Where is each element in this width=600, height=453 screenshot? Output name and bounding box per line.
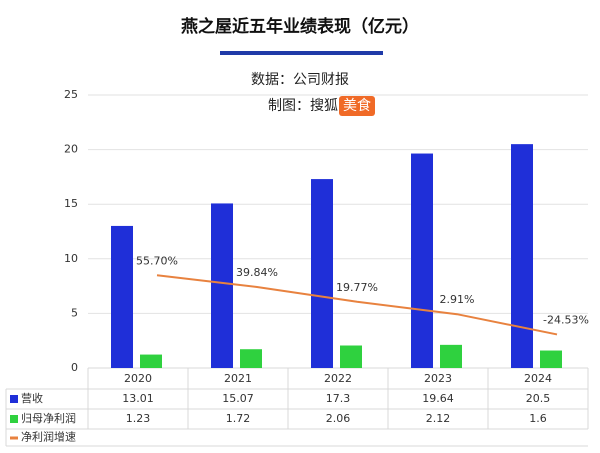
legend-label: 营收 [21, 391, 43, 405]
x-tick-label: 2023 [424, 372, 452, 385]
bar [411, 153, 433, 368]
bar [440, 344, 462, 368]
legend-swatch [10, 415, 18, 423]
y-tick-label: 15 [64, 197, 78, 210]
legend-swatch [10, 436, 18, 440]
bar [240, 349, 262, 368]
table-cell: 2.06 [326, 412, 351, 425]
credit: 制图：搜狐 [268, 98, 338, 114]
legend-swatch [10, 395, 18, 403]
bar [211, 203, 233, 368]
data-label: 2.91% [440, 293, 475, 306]
title-underline [220, 51, 383, 55]
table-cell: 1.6 [529, 412, 547, 425]
bar [340, 345, 362, 368]
table-cell: 17.3 [326, 392, 351, 405]
legend-label: 归母净利润 [21, 411, 76, 425]
x-tick-label: 2020 [124, 372, 152, 385]
bar [511, 144, 533, 368]
table-cell: 20.5 [526, 392, 551, 405]
bar [540, 350, 562, 368]
credit-badge: 美食 [343, 97, 371, 114]
data-label: 55.70% [136, 254, 178, 267]
y-tick-label: 0 [71, 361, 78, 374]
y-tick-label: 10 [64, 252, 78, 265]
table-cell: 1.72 [226, 412, 251, 425]
credit-badge-bg [339, 96, 375, 116]
data-label: -24.53% [543, 313, 589, 326]
x-tick-label: 2024 [524, 372, 552, 385]
y-tick-label: 25 [64, 88, 78, 101]
bar [111, 225, 133, 368]
bar [140, 354, 162, 368]
table-cell: 15.07 [222, 392, 254, 405]
bar [311, 179, 333, 368]
line [156, 274, 558, 336]
data-label: 39.84% [236, 266, 278, 279]
table-cell: 1.23 [126, 412, 151, 425]
legend-label: 净利润增速 [21, 430, 76, 444]
x-tick-label: 2022 [324, 372, 352, 385]
chart-title: 燕之屋近五年业绩表现（亿元） [181, 16, 419, 37]
table-cell: 2.12 [426, 412, 451, 425]
x-tick-label: 2021 [224, 372, 252, 385]
y-tick-label: 5 [71, 306, 78, 319]
table-cell: 13.01 [122, 392, 154, 405]
data-label: 19.77% [336, 281, 378, 294]
y-tick-label: 20 [64, 143, 78, 156]
table-cell: 19.64 [422, 392, 454, 405]
source: 数据：公司财报 [251, 72, 349, 88]
